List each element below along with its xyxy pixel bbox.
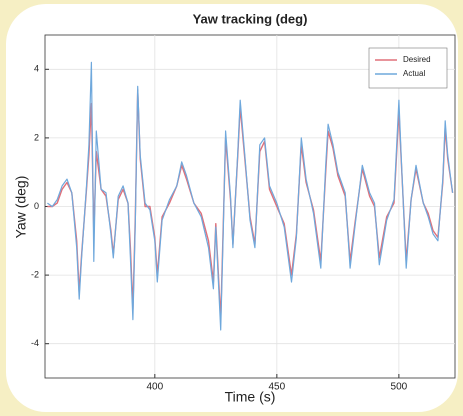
legend-label: Actual [403, 69, 425, 78]
series-line [47, 61, 454, 331]
y-tick-label: 4 [34, 64, 39, 74]
legend-box [368, 47, 448, 89]
x-tick-label: 500 [391, 382, 408, 393]
legend-label: Desired [403, 55, 431, 64]
x-tick-label: 400 [146, 382, 163, 393]
chart-title: Yaw tracking (deg) [193, 11, 308, 26]
x-axis-label: Time (s) [225, 389, 276, 405]
y-tick-label: 2 [34, 132, 39, 142]
x-tick-label: 450 [269, 382, 286, 393]
y-axis-label: Yaw (deg) [13, 176, 29, 239]
y-tick-label: -4 [31, 338, 39, 348]
y-tick-label: -2 [31, 269, 39, 279]
y-tick-label: 0 [34, 201, 39, 211]
